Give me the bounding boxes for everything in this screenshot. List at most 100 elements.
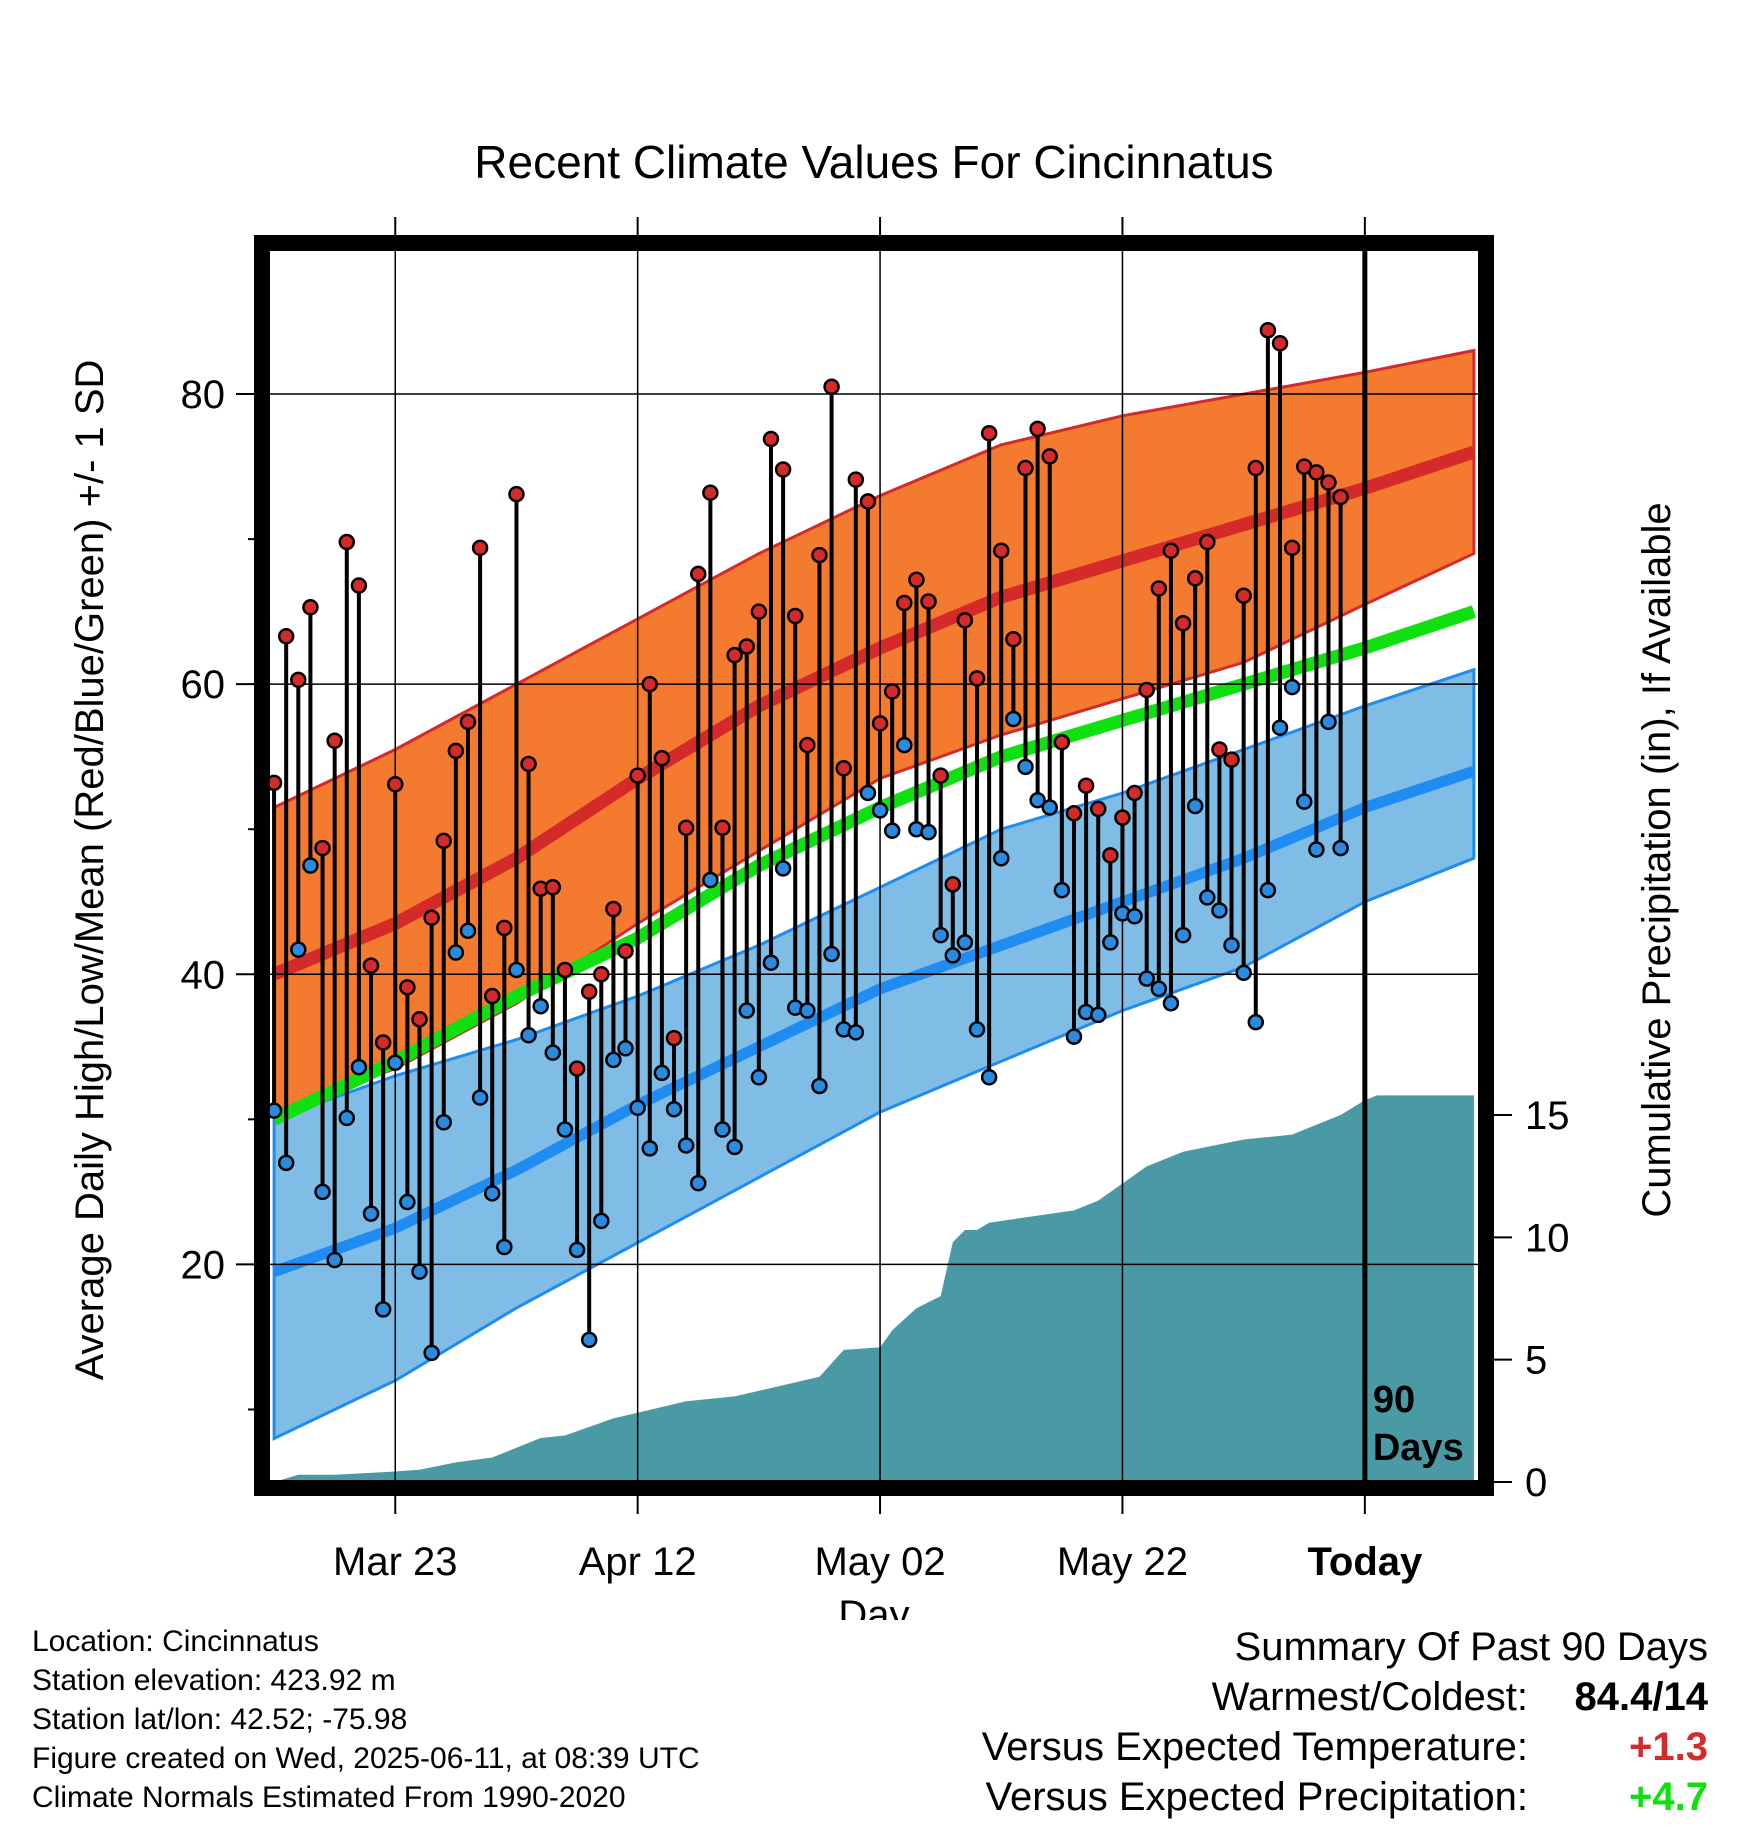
low-point: [799, 1002, 816, 1019]
high-point: [847, 471, 865, 488]
high-point: [556, 961, 574, 979]
low-point: [1186, 797, 1204, 815]
low-point: [1150, 980, 1168, 998]
high-point: [326, 732, 343, 749]
low-point: [496, 1238, 513, 1256]
x-axis-label: Day: [838, 1593, 909, 1620]
chart-title: Recent Climate Values For Cincinnatus: [474, 136, 1273, 188]
low-point: [1199, 889, 1216, 906]
low-point: [702, 871, 719, 889]
high-point: [471, 539, 489, 557]
high-point: [702, 484, 719, 501]
high-point: [690, 565, 707, 583]
y2-axis-label: Cumulative Precipitation (in), If Availa…: [1635, 502, 1679, 1217]
precip-area: [274, 1095, 1474, 1482]
low-point: [738, 1002, 755, 1019]
low-point: [374, 1301, 392, 1318]
low-point: [871, 802, 889, 819]
high-point: [1332, 488, 1349, 506]
high-point: [726, 646, 743, 664]
low-point: [1041, 799, 1058, 816]
low-point: [859, 784, 877, 802]
low-point: [1223, 937, 1240, 954]
low-point: [1029, 791, 1046, 809]
high-point: [1053, 733, 1071, 751]
high-point: [387, 776, 404, 793]
low-point: [277, 1154, 295, 1172]
low-point: [1247, 1013, 1265, 1031]
high-point: [411, 1011, 428, 1028]
low-point: [580, 1331, 598, 1349]
high-point: [653, 749, 671, 767]
high-point: [1162, 542, 1180, 559]
low-point: [1174, 926, 1192, 944]
high-point: [714, 819, 731, 837]
high-point: [1077, 777, 1095, 794]
low-point: [1138, 970, 1155, 987]
low-point: [387, 1054, 404, 1072]
high-point: [1065, 805, 1083, 822]
low-point: [993, 849, 1010, 867]
high-point: [435, 832, 452, 850]
low-point: [1211, 902, 1228, 919]
high-point: [908, 571, 925, 588]
low-point: [435, 1114, 452, 1131]
high-point: [268, 774, 283, 792]
low-point: [932, 926, 949, 944]
low-point: [508, 961, 525, 979]
low-point: [1271, 719, 1289, 736]
high-point: [1102, 847, 1119, 864]
high-point: [350, 577, 368, 594]
high-point: [641, 675, 659, 693]
high-point: [956, 612, 974, 629]
high-point: [932, 767, 949, 784]
high-point: [1186, 570, 1204, 587]
low-point: [1162, 995, 1180, 1012]
high-point: [762, 430, 780, 448]
low-point: [1126, 908, 1143, 925]
low-point: [665, 1100, 683, 1118]
high-point: [1005, 630, 1022, 648]
low-point: [362, 1205, 380, 1222]
low-point: [605, 1051, 622, 1069]
y-tick-label: 60: [181, 663, 226, 707]
low-point: [883, 822, 901, 839]
low-point: [568, 1241, 586, 1259]
high-point: [277, 628, 295, 645]
y-tick-label: 80: [181, 373, 226, 417]
warm-cold-label: Warmest/Coldest:: [1211, 1675, 1528, 1719]
low-point: [447, 944, 465, 961]
low-point: [338, 1109, 356, 1127]
low-point: [302, 857, 319, 874]
high-point: [290, 671, 307, 689]
high-point: [1271, 335, 1289, 352]
low-point: [423, 1344, 440, 1362]
low-point: [350, 1058, 368, 1076]
low-point: [653, 1064, 671, 1082]
high-point: [1199, 533, 1216, 551]
y2-tick-label: 5: [1525, 1339, 1547, 1383]
y-tick-label: 40: [181, 953, 226, 997]
high-point: [617, 942, 634, 960]
high-point: [1259, 321, 1277, 339]
high-point: [314, 839, 331, 857]
high-point: [568, 1060, 586, 1077]
high-point: [1174, 615, 1192, 632]
low-point: [1308, 841, 1325, 858]
low-point: [1053, 881, 1071, 899]
x-tick-label: May 22: [1057, 1540, 1188, 1584]
high-point: [738, 638, 755, 655]
low-point: [520, 1026, 537, 1044]
high-point: [980, 424, 998, 442]
precip-label: Versus Expected Precipitation:: [985, 1775, 1528, 1819]
high-point: [835, 760, 852, 777]
warm-cold-value: 84.4/14: [1574, 1675, 1708, 1719]
today-days-number: 90: [1373, 1379, 1415, 1421]
high-point: [896, 594, 913, 612]
high-point: [1126, 784, 1143, 802]
low-point: [1332, 839, 1349, 857]
high-point: [580, 983, 598, 1000]
low-point: [896, 736, 913, 754]
low-point: [411, 1263, 428, 1280]
low-point: [823, 945, 840, 963]
